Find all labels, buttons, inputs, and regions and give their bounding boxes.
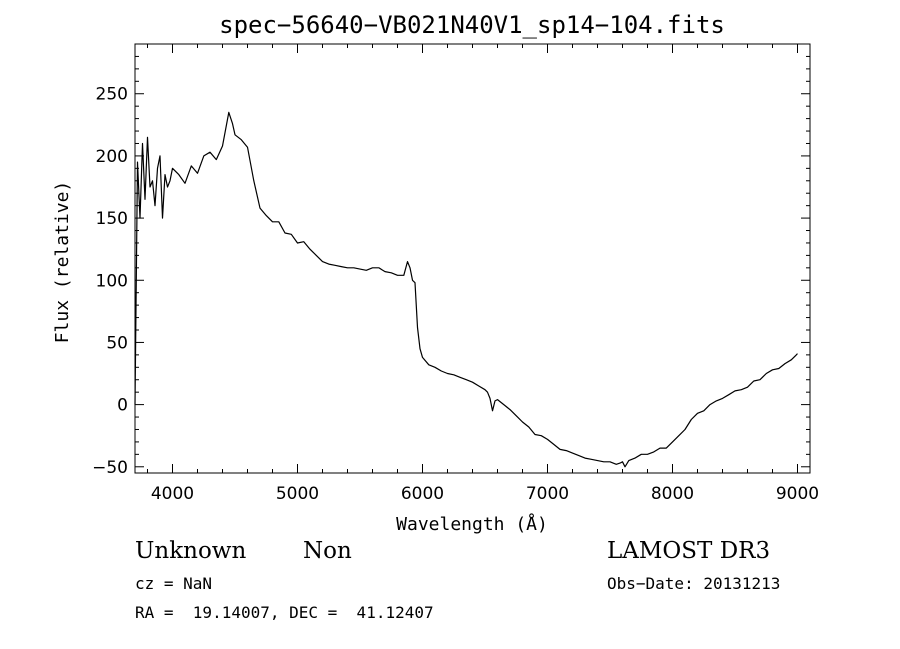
y-tick-label: 50 bbox=[106, 333, 128, 353]
y-tick-label: 0 bbox=[117, 396, 128, 416]
subclass-label: Non bbox=[303, 538, 352, 564]
redshift-label: cz = NaN bbox=[135, 574, 213, 593]
x-axis-label: Wavelength (Å) bbox=[396, 513, 548, 535]
y-tick-label: −50 bbox=[92, 458, 128, 478]
flux-series-line bbox=[134, 111, 798, 468]
x-tick-label: 4000 bbox=[151, 484, 194, 504]
y-tick-label: 150 bbox=[96, 209, 128, 229]
y-axis-label: Flux (relative) bbox=[52, 181, 73, 344]
x-tick-label: 8000 bbox=[651, 484, 694, 504]
y-tick-label: 200 bbox=[96, 147, 128, 167]
plot-frame bbox=[134, 43, 811, 474]
y-tick-label: 100 bbox=[96, 271, 128, 291]
y-tick-label: 250 bbox=[96, 85, 128, 105]
x-tick-label: 6000 bbox=[401, 484, 444, 504]
x-tick-label: 5000 bbox=[276, 484, 319, 504]
y-axis-ticks: −50 0 50 100 150 200 250 bbox=[92, 55, 810, 478]
coordinates-label: RA = 19.14007, DEC = 41.12407 bbox=[135, 603, 434, 622]
object-class-label: Unknown bbox=[135, 538, 247, 564]
x-tick-label: 9000 bbox=[776, 484, 819, 504]
obs-date-label: Obs−Date: 20131213 bbox=[607, 574, 781, 593]
x-axis-ticks: 4000 5000 6000 7000 8000 9000 bbox=[147, 44, 819, 504]
survey-label: LAMOST DR3 bbox=[607, 538, 771, 564]
x-tick-label: 7000 bbox=[526, 484, 569, 504]
chart-title: spec−56640−VB021N40V1_sp14−104.fits bbox=[219, 11, 725, 39]
